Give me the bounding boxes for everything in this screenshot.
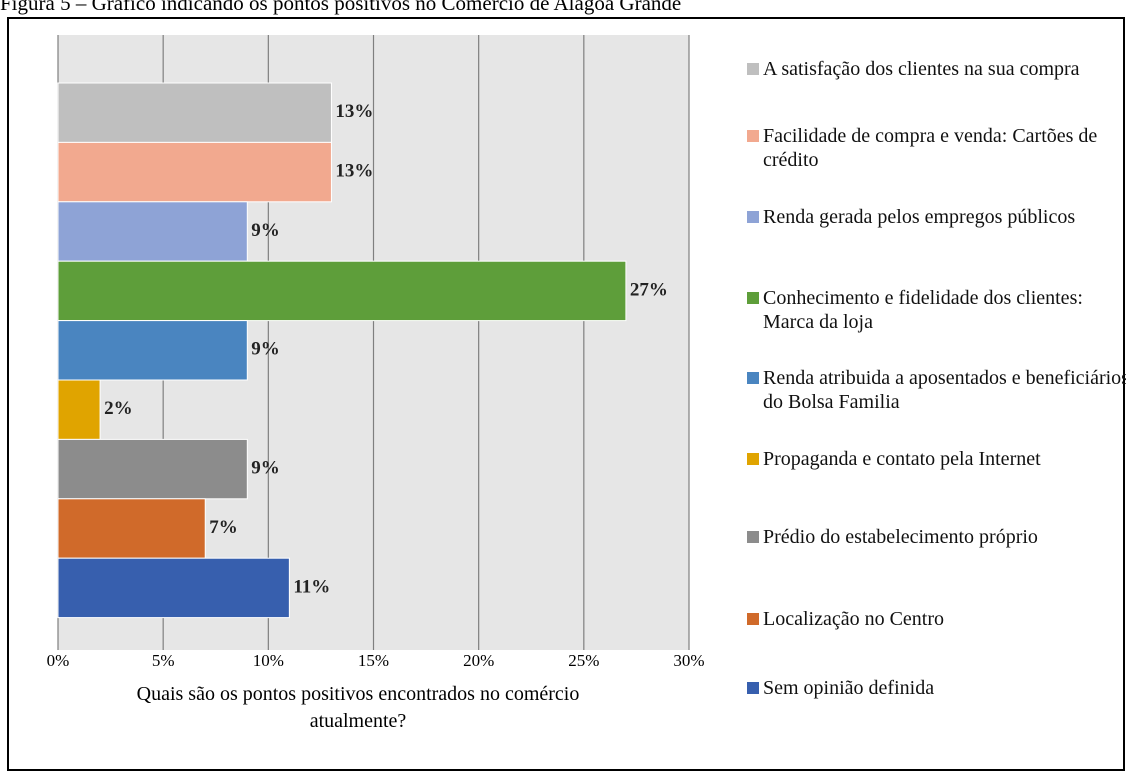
bar <box>57 260 627 322</box>
legend-entry: Prédio do estabelecimento próprio <box>745 525 1126 549</box>
bar <box>57 438 248 500</box>
legend-swatch <box>747 372 759 384</box>
data-label: 7% <box>209 517 238 538</box>
data-label: 13% <box>335 101 373 122</box>
bar <box>57 82 332 143</box>
legend-entry: Sem opinião definida <box>745 676 1126 700</box>
legend-label: Propaganda e contato pela Internet <box>763 448 1041 470</box>
data-label: 9% <box>251 220 279 241</box>
frame <box>7 17 1125 771</box>
x-tick-label: 5% <box>152 651 175 670</box>
x-tick-label: 15% <box>358 651 389 670</box>
legend-entry: Propaganda e contato pela Internet <box>745 447 1126 471</box>
legend-swatch <box>747 682 759 694</box>
data-label: 11% <box>293 576 330 597</box>
data-label: 27% <box>630 279 668 300</box>
data-label: 2% <box>104 398 133 419</box>
bar <box>57 498 206 559</box>
data-label: 13% <box>335 160 373 181</box>
legend-label: Conhecimento e fidelidade dos clientes: … <box>763 287 1083 333</box>
legend-label: Localização no Centro <box>763 608 945 630</box>
legend-entry: Facilidade de compra e venda: Cartões de… <box>745 124 1126 172</box>
bar <box>57 557 290 619</box>
legend-label: Renda gerada pelos empregos públicos <box>763 206 1076 228</box>
x-tick-label: 10% <box>253 651 284 670</box>
legend-label: Facilidade de compra e venda: Cartões de… <box>763 125 1098 171</box>
legend-entry: A satisfação dos clientes na sua compra <box>745 57 1126 81</box>
legend-entry: Renda gerada pelos empregos públicos <box>745 205 1126 229</box>
data-label: 9% <box>251 457 279 478</box>
chart-title: Figura 5 – Gráfico indicando os pontos p… <box>0 0 682 15</box>
legend-label: Renda atribuida a aposentados e benefici… <box>763 367 1126 413</box>
legend-entry: Renda atribuida a aposentados e benefici… <box>745 366 1126 414</box>
x-tick-label: 0% <box>47 651 70 670</box>
bar <box>57 320 248 381</box>
legend-swatch <box>747 531 759 543</box>
data-label: 9% <box>251 339 279 360</box>
legend-swatch <box>747 63 759 75</box>
x-tick-label: 30% <box>673 651 704 670</box>
legend-entry: Localização no Centro <box>745 607 1126 631</box>
legend-label: Prédio do estabelecimento próprio <box>763 526 1038 548</box>
bar <box>57 379 101 440</box>
legend-label: A satisfação dos clientes na sua compra <box>763 58 1080 80</box>
legend-label: Sem opinião definida <box>763 677 935 699</box>
legend-entry: Conhecimento e fidelidade dos clientes: … <box>745 286 1126 334</box>
legend-swatch <box>747 292 759 304</box>
x-tick-label: 20% <box>463 651 494 670</box>
legend-swatch <box>747 211 759 223</box>
x-axis-label: Quais são os pontos positivos encontrado… <box>136 683 580 732</box>
legend-swatch <box>747 613 759 625</box>
legend-swatch <box>747 453 759 465</box>
x-tick-label: 25% <box>568 651 599 670</box>
bar <box>57 141 332 203</box>
legend-swatch <box>747 130 759 142</box>
bar <box>57 201 248 262</box>
